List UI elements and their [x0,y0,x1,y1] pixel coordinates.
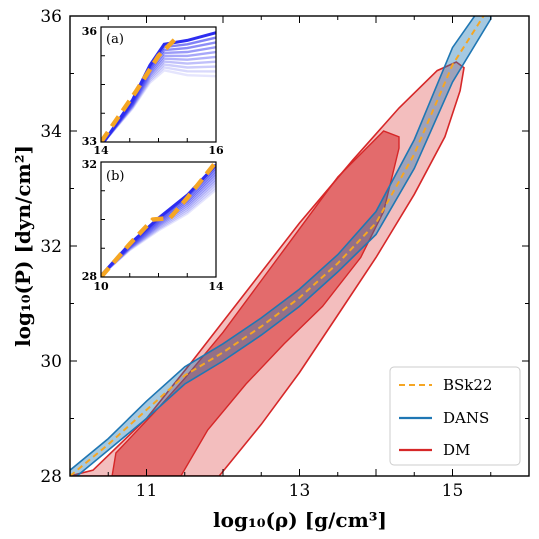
main-ticks: 11 13 15 28 30 32 34 36 [40,7,530,501]
legend-dm-label: DM [443,441,470,459]
main-data-layer [70,16,492,476]
inset-b-ytick-bottom: 28 [82,270,98,283]
main-plot-area: 11 13 15 28 30 32 34 36 [40,7,530,501]
inset-a-xtick-left: 14 [93,144,109,157]
inset-a-panel-label: (a) [106,32,124,47]
legend-dans-label: DANS [443,409,489,427]
y-axis-label: log₁₀(P) [dyn/cm²] [11,145,35,347]
inset-a-dans-sample-line [102,66,216,142]
inset-b-dans-sample-line [101,188,216,277]
legend: BSk22 DANS DM [389,366,521,466]
x-tick-label: 11 [136,481,158,501]
y-tick-label: 36 [40,7,62,27]
inset-a-ytick-bottom: 33 [82,135,97,148]
inset-a-dans-sample-line [102,69,216,142]
inset-a-bsk22-line [101,36,178,142]
legend-box [389,366,521,466]
inset-b-panel-label: (b) [106,169,124,184]
y-tick-label: 28 [40,467,62,487]
inset-a-dans-sample-line [102,63,216,142]
y-tick-label: 30 [40,352,62,372]
inset-a-xtick-right: 16 [208,144,224,157]
inset-a-dans-sample-line [102,60,216,142]
inset-a-dans-sample-line [102,55,216,142]
inset-a-ytick-top: 36 [82,25,98,38]
inset-b-xtick-right: 14 [208,280,224,293]
inset-b-ytick-top: 32 [82,158,97,171]
x-tick-label: 13 [289,481,311,501]
inset-b-data-layer [101,162,216,277]
y-tick-label: 32 [40,237,62,257]
x-axis-label: log₁₀(ρ) [g/cm³] [213,508,387,532]
inset-a-data-layer [101,27,216,142]
bsk22-line [70,16,485,476]
inset-b: (b) 32 28 10 14 [82,158,224,293]
inset-b-bsk22-line [101,162,216,277]
inset-a-frame [100,26,217,143]
x-tick-label: 15 [442,481,464,501]
inset-b-xtick-left: 10 [93,280,109,293]
y-tick-label: 34 [40,122,62,142]
legend-bsk22-label: BSk22 [443,376,492,394]
inset-a: (a) 36 33 14 16 [82,25,224,157]
inset-b-frame [100,161,217,278]
